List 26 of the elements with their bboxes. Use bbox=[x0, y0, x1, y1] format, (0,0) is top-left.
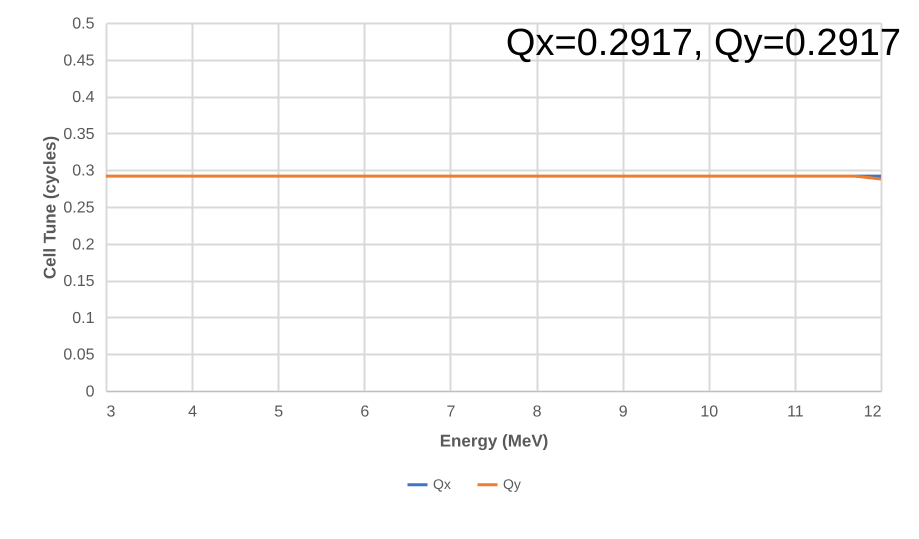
x-tick-label: 6 bbox=[360, 404, 370, 420]
y-tick-label: 0.4 bbox=[72, 89, 95, 106]
y-tick-label: 0.1 bbox=[72, 310, 95, 327]
x-tick-label: 4 bbox=[188, 404, 198, 420]
y-tick-label: 0.05 bbox=[63, 346, 95, 364]
y-tick-label: 0 bbox=[86, 384, 95, 400]
annotation: Qx=0.2917, Qy=0.2917 bbox=[506, 22, 901, 64]
y-tick-label: 0.2 bbox=[72, 236, 95, 254]
x-tick-label: 12 bbox=[864, 404, 882, 420]
y-tick-label: 0.15 bbox=[63, 273, 95, 290]
y-axis-title: Cell Tune (cycles) bbox=[40, 136, 60, 280]
y-tick-label: 0.5 bbox=[72, 16, 95, 32]
legend-label: Qx bbox=[433, 476, 451, 492]
y-tick-label: 0.3 bbox=[72, 162, 95, 180]
x-tick-label: 9 bbox=[618, 404, 628, 420]
x-tick-label: 3 bbox=[106, 404, 116, 420]
x-tick-label: 11 bbox=[787, 404, 804, 420]
x-tick-label: 8 bbox=[532, 404, 542, 420]
x-tick-label: 5 bbox=[274, 404, 284, 420]
x-tick-label: 7 bbox=[446, 404, 456, 420]
x-tick-label: 10 bbox=[700, 404, 718, 420]
y-tick-label: 0.25 bbox=[63, 200, 95, 216]
x-axis-title: Energy (MeV) bbox=[440, 432, 548, 450]
legend-label: Qy bbox=[503, 476, 521, 492]
y-tick-label: 0.45 bbox=[63, 52, 95, 70]
y-tick-label: 0.35 bbox=[63, 126, 95, 143]
